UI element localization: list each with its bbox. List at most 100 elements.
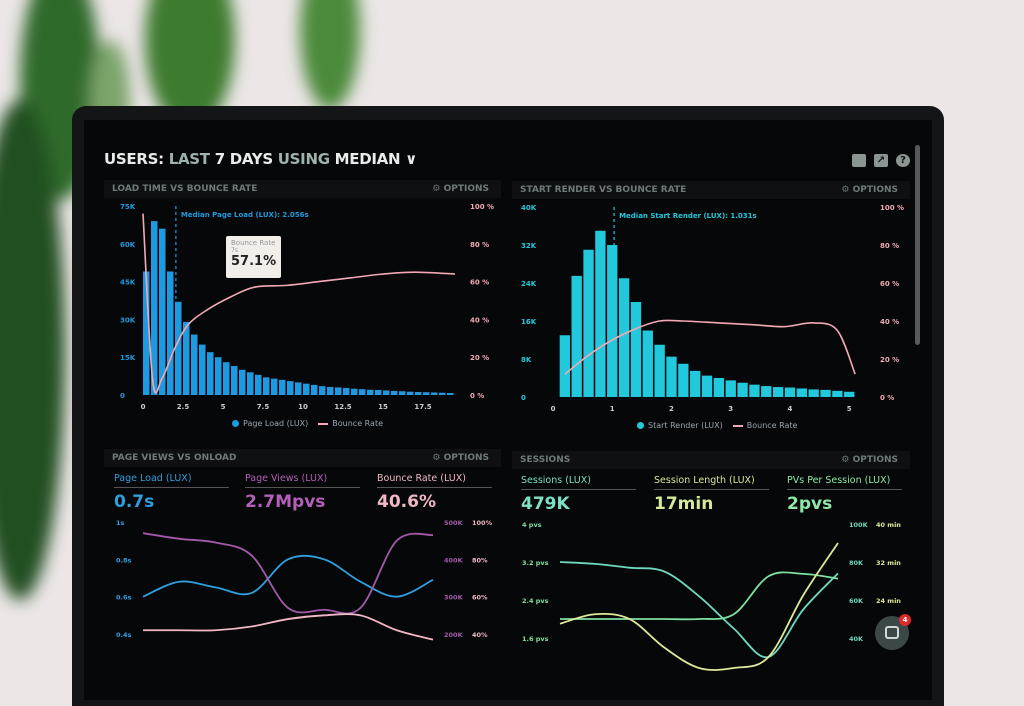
bar bbox=[159, 228, 166, 395]
options-button[interactable]: ⚙ OPTIONS bbox=[432, 453, 489, 463]
legend-start-render: Start Render (LUX) Bounce Rate bbox=[637, 421, 797, 430]
y-tick-label: 2.4 pvs bbox=[522, 597, 549, 605]
kpi-label: Page Views (LUX) bbox=[245, 473, 360, 488]
bounce-rate-line bbox=[142, 213, 456, 394]
panel-header-start-render: START RENDER VS BOUNCE RATE ⚙ OPTIONS bbox=[512, 181, 910, 199]
bar bbox=[761, 386, 772, 397]
options-label: OPTIONS bbox=[443, 453, 489, 463]
y-tick-label: 4 pvs bbox=[522, 521, 542, 529]
monitor-icon[interactable] bbox=[852, 154, 866, 167]
bar bbox=[595, 230, 606, 397]
bar bbox=[399, 391, 406, 395]
chevron-down-icon[interactable]: ∨ bbox=[405, 150, 418, 168]
bar bbox=[713, 378, 725, 397]
bar bbox=[431, 392, 438, 395]
legend-item[interactable]: Page Load (LUX) bbox=[232, 419, 308, 428]
y-right-tick-label: 40K bbox=[849, 635, 864, 643]
bar bbox=[183, 321, 190, 395]
legend-item[interactable]: Start Render (LUX) bbox=[637, 421, 723, 430]
x-tick-label: 17.5 bbox=[414, 403, 431, 411]
tooltip-x: 7s bbox=[231, 247, 238, 254]
bar bbox=[359, 389, 366, 395]
x-tick-label: 10 bbox=[298, 403, 308, 411]
bar bbox=[678, 363, 689, 397]
bar bbox=[642, 330, 653, 397]
scrollbar[interactable] bbox=[915, 145, 920, 345]
y-tick-label: 0 bbox=[120, 392, 125, 400]
y-tick-label: 24K bbox=[521, 280, 537, 288]
bar bbox=[439, 392, 446, 395]
bar bbox=[303, 383, 310, 395]
bar bbox=[327, 386, 334, 395]
panel-title: SESSIONS bbox=[520, 455, 571, 465]
bar bbox=[391, 390, 398, 395]
y-tick-label: 32K bbox=[521, 242, 537, 250]
panel-header-load-time: LOAD TIME VS BOUNCE RATE ⚙ OPTIONS bbox=[104, 180, 501, 198]
x-tick-label: 0 bbox=[551, 405, 556, 413]
bar bbox=[607, 245, 618, 397]
median-label: Median Page Load (LUX): 2.056s bbox=[181, 211, 309, 219]
kpi-label: Page Load (LUX) bbox=[114, 473, 229, 488]
options-button[interactable]: ⚙ OPTIONS bbox=[841, 185, 898, 195]
legend-label: Page Load (LUX) bbox=[243, 419, 309, 428]
bar bbox=[447, 392, 454, 395]
bar bbox=[231, 366, 238, 395]
y-right-tick-label: 60K bbox=[849, 597, 864, 605]
bar bbox=[151, 221, 158, 395]
y-tick-label: 60K bbox=[120, 241, 136, 249]
legend-item[interactable]: Bounce Rate bbox=[732, 421, 797, 430]
page-title[interactable]: USERS: LAST 7 DAYS USING MEDIAN ∨ bbox=[104, 150, 417, 168]
dot-icon bbox=[637, 422, 644, 429]
y-right-tick-label: 20 % bbox=[470, 354, 489, 362]
y-tick-label: 30K bbox=[120, 316, 136, 324]
bar bbox=[367, 389, 374, 395]
title-last: LAST bbox=[168, 150, 210, 168]
top-toolbar: ↗ ? bbox=[852, 154, 910, 167]
tooltip: Bounce Rate 7s 57.1% bbox=[226, 236, 281, 278]
kpi-pvs-per-session: PVs Per Session (LUX) 2pvs bbox=[787, 475, 902, 514]
y-right-tick-label: 0 % bbox=[880, 394, 894, 402]
bar bbox=[167, 271, 174, 395]
series-line bbox=[142, 613, 434, 641]
bar bbox=[215, 357, 222, 395]
panel-header-sessions: SESSIONS ⚙ OPTIONS bbox=[512, 451, 910, 469]
y-tick-label: 1s bbox=[116, 519, 125, 527]
x-tick-label: 2.5 bbox=[177, 403, 190, 411]
y-tick-label: 15K bbox=[120, 354, 136, 362]
y-right-tick-label: 60 % bbox=[880, 280, 899, 288]
x-tick-label: 4 bbox=[788, 405, 793, 413]
bar bbox=[820, 389, 831, 397]
help-icon[interactable]: ? bbox=[896, 154, 910, 167]
title-users: USERS: bbox=[104, 150, 164, 168]
x-tick-label: 3 bbox=[728, 405, 733, 413]
bar bbox=[737, 382, 748, 397]
legend-item[interactable]: Bounce Rate bbox=[318, 419, 383, 428]
y-right-tick-label: 60% bbox=[472, 594, 488, 602]
bar bbox=[143, 271, 150, 395]
panel-header-page-views: PAGE VIEWS VS ONLOAD ⚙ OPTIONS bbox=[104, 449, 501, 467]
y-right-tick-label: 500K bbox=[444, 519, 464, 527]
share-icon[interactable]: ↗ bbox=[874, 154, 888, 167]
options-button[interactable]: ⚙ OPTIONS bbox=[432, 184, 489, 194]
options-label: OPTIONS bbox=[443, 184, 489, 194]
y-tick-label: 16K bbox=[521, 318, 537, 326]
y-right-tick-label: 40 % bbox=[880, 318, 899, 326]
series-line bbox=[560, 571, 839, 621]
series-line bbox=[559, 542, 839, 671]
title-using: USING bbox=[277, 150, 330, 168]
chat-widget-button[interactable]: 4 bbox=[875, 614, 911, 650]
y-right-tick-label: 200K bbox=[444, 631, 464, 639]
bar bbox=[415, 391, 422, 395]
notification-badge: 4 bbox=[899, 614, 911, 626]
bar bbox=[423, 392, 430, 395]
title-days: 7 DAYS bbox=[214, 150, 273, 168]
options-button[interactable]: ⚙ OPTIONS bbox=[841, 455, 898, 465]
y-right-tick-label: 100 % bbox=[470, 203, 494, 211]
bar bbox=[654, 344, 665, 397]
bar bbox=[407, 391, 414, 395]
y-right-tick-label: 400K bbox=[444, 556, 464, 564]
y-right-tick-label: 100K bbox=[849, 521, 869, 529]
x-tick-label: 12.5 bbox=[334, 403, 351, 411]
kpi-label: Session Length (LUX) bbox=[654, 475, 769, 490]
y-right-tick-label: 80% bbox=[472, 556, 488, 564]
